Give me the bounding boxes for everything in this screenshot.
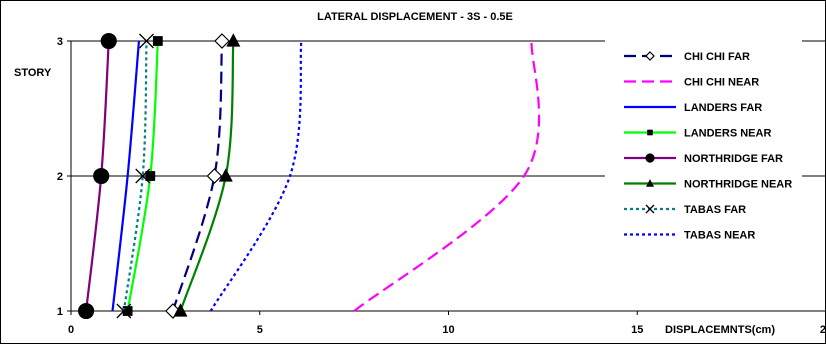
series-northridge-far [78,32,117,320]
data-point-northridge-near-2 [218,168,233,182]
series-line-landers-far [111,40,141,312]
legend-item-tabas-far: TABAS FAR [624,204,746,216]
legend-label-chi-chi-far: CHI CHI FAR [684,51,750,63]
legend-marker-northridge-far [645,153,655,163]
legend-item-northridge-far: NORTHRIDGE FAR [624,153,783,165]
y-tick-label-3: 3 [57,36,63,48]
legend-item-landers-near: LANDERS NEAR [624,128,771,140]
legend-item-landers-far: LANDERS FAR [624,102,762,114]
series-northridge-near [173,33,241,317]
legend-label-chi-chi-near: CHI CHI NEAR [684,77,759,89]
series-tabas-near [209,40,303,312]
legend-item-tabas-near: TABAS NEAR [624,230,755,242]
series-line-chi-chi-far [171,40,224,312]
series-line-tabas-far [122,40,148,312]
legend-label-landers-near: LANDERS NEAR [684,128,771,140]
x-axis-label: DISPLACEMNTS(cm) [665,324,775,336]
data-point-tabas-far-2 [135,168,151,184]
y-tick-label-2: 2 [57,171,63,183]
data-point-tabas-far-1 [116,303,132,319]
legend-label-northridge-near: NORTHRIDGE NEAR [684,179,792,191]
y-tick-labels: 1 2 3 [57,36,71,318]
data-point-tabas-far-3 [139,33,154,49]
legend-box [605,40,802,247]
series-chi-chi-far [165,33,230,319]
x-tick-label-5: 5 [257,324,263,336]
legend-item-chi-chi-near: CHI CHI NEAR [624,77,759,89]
x-tick-labels: 0 5 10 15 20 [68,311,826,336]
legend-marker-tabas-far [645,204,655,214]
y-axis-label: STORY [14,67,52,79]
data-point-landers-near-3 [152,36,163,46]
series-layer [78,32,541,320]
legend: CHI CHI FAR CHI CHI NEAR LANDERS FAR LANDER… [624,51,792,242]
legend-label-landers-far: LANDERS FAR [684,102,762,114]
y-tick-label-1: 1 [57,306,63,318]
series-landers-far [111,40,141,312]
series-tabas-far [116,33,154,319]
legend-label-tabas-far: TABAS FAR [684,204,746,216]
data-point-northridge-far-2 [93,167,110,185]
data-point-landers-near-2 [145,171,156,181]
series-chi-chi-near [353,40,541,312]
data-point-landers-near-1 [122,306,133,316]
x-tick-label-0: 0 [68,324,74,336]
data-point-northridge-far-3 [100,32,117,50]
x-tick-label-15: 15 [631,324,643,336]
legend-label-northridge-far: NORTHRIDGE FAR [684,153,783,165]
chart-title: LATERAL DISPLACEMENT - 3S - 0.5E [317,11,513,23]
x-tick-label-20: 20 [820,324,826,336]
series-line-tabas-near [209,40,303,312]
legend-marker-landers-near [647,129,653,136]
data-point-northridge-near-3 [226,33,241,47]
data-point-northridge-near-1 [173,303,188,317]
legend-label-tabas-near: TABAS NEAR [684,230,755,242]
legend-item-chi-chi-far: CHI CHI FAR [624,51,750,63]
legend-marker-chi-chi-far [645,51,655,61]
x-tick-label-10: 10 [442,324,454,336]
series-line-chi-chi-near [353,40,541,312]
legend-marker-northridge-near [646,179,654,187]
legend-item-northridge-near: NORTHRIDGE NEAR [624,179,792,191]
data-point-chi-chi-far-3 [214,33,230,49]
data-point-chi-chi-far-2 [206,168,223,184]
series-landers-near [122,36,163,316]
data-point-northridge-far-1 [78,302,95,320]
